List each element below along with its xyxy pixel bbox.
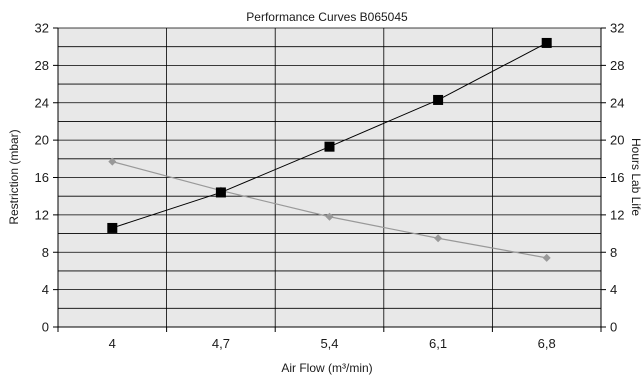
series-square [107,37,552,233]
data-point-square [107,222,118,233]
chart-title: Performance Curves B065045 [246,10,408,24]
tick-labels: 0 0 4 4 8 8 12 12 16 16 20 20 24 24 28 28 32 32 4 4,7 5,4 6,1… [35,21,625,352]
data-point-square [433,94,444,105]
y-tick-label-right: 32 [610,21,624,36]
y-tick-label-right: 0 [610,320,617,335]
axes [53,27,606,332]
series [107,37,552,262]
y-tick-label-left: 8 [42,245,49,260]
data-point-square [215,187,226,198]
x-tick-label: 4,7 [212,336,230,351]
y-tick-label-right: 16 [610,170,624,185]
y-tick-label-left: 20 [35,133,49,148]
data-point-diamond [325,212,334,221]
data-point-diamond [434,234,443,243]
y-tick-label-right: 12 [610,207,624,222]
data-point-square [541,37,552,48]
grid-lines [57,27,602,328]
y-tick-label-left: 12 [35,207,49,222]
y-axis-label-right: Hours Lab Life [629,138,642,216]
data-point-square [324,141,335,152]
y-tick-label-left: 32 [35,21,49,36]
x-tick-label: 6,8 [538,336,556,351]
x-tick-label: 4 [109,336,116,351]
y-tick-label-right: 28 [610,58,624,73]
x-axis-label: Air Flow (m³/min) [281,361,372,375]
y-tick-label-left: 0 [42,320,49,335]
y-tick-label-right: 8 [610,245,617,260]
y-tick-label-right: 4 [610,282,617,297]
y-tick-label-left: 24 [35,95,49,110]
y-axis-label-left: Restriction (mbar) [7,129,21,224]
y-tick-label-left: 4 [42,282,49,297]
x-tick-label: 6,1 [429,336,447,351]
x-tick-label: 5,4 [320,336,338,351]
y-tick-label-right: 20 [610,133,624,148]
y-tick-label-left: 16 [35,170,49,185]
y-tick-label-left: 28 [35,58,49,73]
y-tick-label-right: 24 [610,95,624,110]
data-point-diamond [542,253,551,262]
data-point-diamond [108,157,117,166]
